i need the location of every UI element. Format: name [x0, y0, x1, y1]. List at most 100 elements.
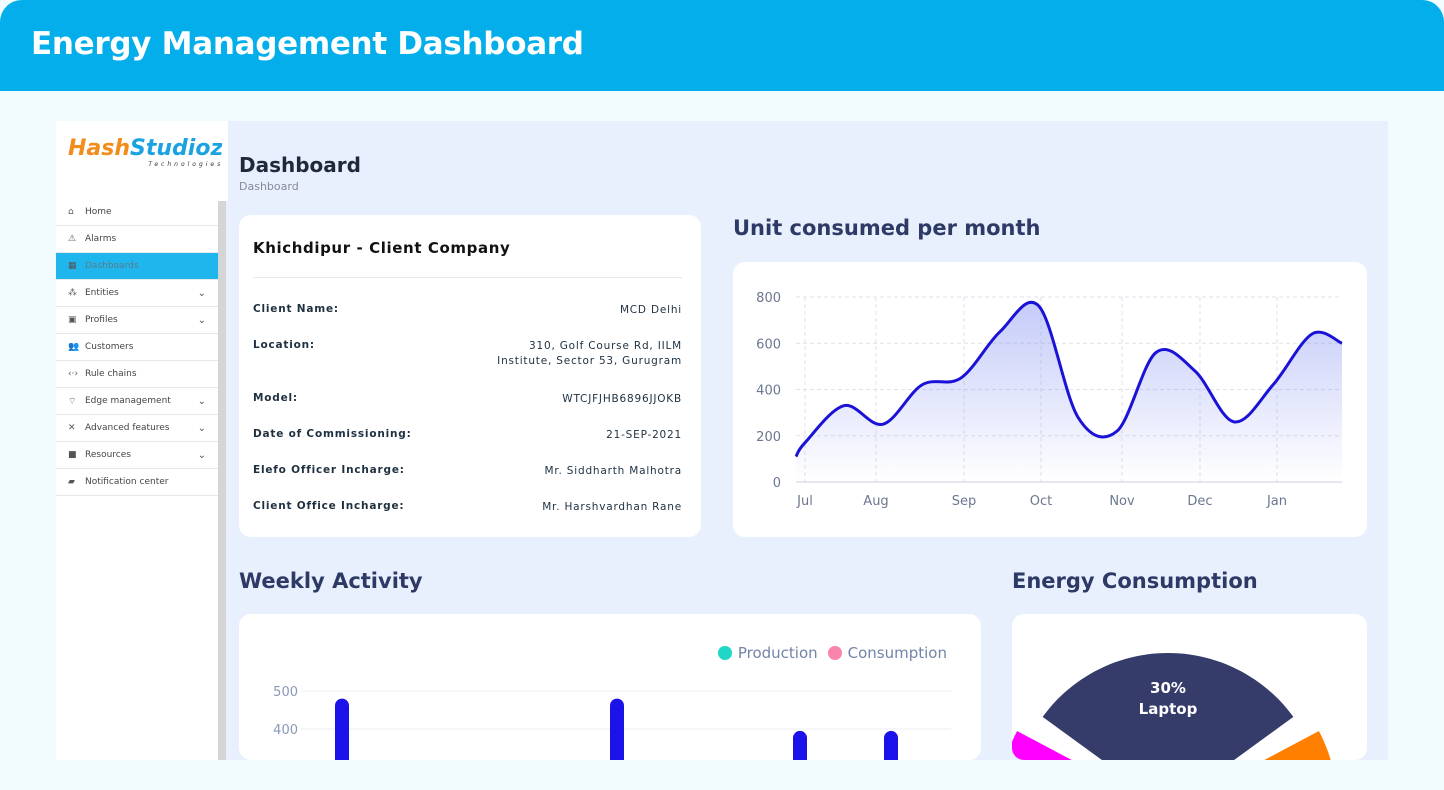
- sidebar-item-label: Rule chains: [85, 369, 137, 379]
- legend-production[interactable]: Production: [717, 644, 818, 662]
- sidebar-item-label: Profiles: [85, 315, 118, 325]
- x-tick-label: Jan: [1266, 494, 1287, 509]
- info-value: 21-SEP-2021: [606, 429, 682, 441]
- pie-slice-laptop: [1042, 653, 1294, 760]
- chevron-down-icon[interactable]: ⌄: [197, 449, 206, 461]
- divider: [253, 277, 682, 278]
- tools-icon: ✕: [68, 423, 76, 433]
- info-row: Location: 310, Golf Course Rd, IILM Insti…: [253, 339, 687, 369]
- pie-slice: [1012, 731, 1072, 760]
- sidebar: HashStudioz Technologies ⌂ Home ⚠ Alarms ▦ Das…: [56, 121, 224, 760]
- chevron-down-icon[interactable]: ⌄: [197, 422, 206, 434]
- weekly-bar: [793, 730, 807, 760]
- sidebar-item-customers[interactable]: 👥 Customers: [56, 334, 218, 361]
- info-label: Model:: [253, 392, 298, 404]
- entities-icon: ⁂: [68, 288, 77, 298]
- folder-icon: ■: [68, 450, 77, 460]
- sidebar-item-edge-management[interactable]: ⌔ Edge management ⌄: [56, 388, 218, 415]
- customers-icon: 👥: [68, 342, 80, 352]
- sidebar-item-advanced-features[interactable]: ✕ Advanced features ⌄: [56, 415, 218, 442]
- logo: HashStudioz Technologies: [68, 136, 224, 169]
- info-value: WTCJFJHB6896JJOKB: [562, 393, 682, 405]
- y-tick-label: 400: [273, 723, 298, 738]
- home-icon: ⌂: [68, 207, 74, 217]
- area-fill: [796, 302, 1342, 482]
- breadcrumb: Dashboard: [239, 180, 299, 193]
- sidebar-item-alarms[interactable]: ⚠ Alarms: [56, 226, 218, 253]
- units-line-chart: 0 200 400 600 800 Jul Aug Sep Oct Nov Dec Jan: [756, 291, 1343, 509]
- info-row: Client Name: MCD Delhi: [253, 303, 687, 318]
- x-tick-label: Dec: [1187, 494, 1212, 509]
- chevron-down-icon[interactable]: ⌄: [197, 395, 206, 407]
- sidebar-item-profiles[interactable]: ▣ Profiles ⌄: [56, 307, 218, 334]
- sidebar-item-notification-center[interactable]: ▰ Notification center: [56, 469, 218, 496]
- weekly-chart-card: Production Consumption 400 500: [239, 614, 981, 760]
- notification-icon: ▰: [68, 477, 75, 487]
- profiles-icon: ▣: [68, 315, 77, 325]
- info-label: Date of Commissioning:: [253, 428, 412, 440]
- slice-name-label: Laptop: [1139, 700, 1198, 718]
- info-value: Mr. Harshvardhan Rane: [542, 501, 682, 513]
- sidebar-item-label: Resources: [85, 450, 131, 460]
- app-title: Energy Management Dashboard: [31, 26, 584, 62]
- weekly-bar: [610, 698, 624, 760]
- sidebar-item-rule-chains[interactable]: ‹·› Rule chains: [56, 361, 218, 388]
- sidebar-item-entities[interactable]: ⁂ Entities ⌄: [56, 280, 218, 307]
- chevron-down-icon[interactable]: ⌄: [197, 287, 206, 299]
- sidebar-item-label: Entities: [85, 288, 119, 298]
- info-label: Client Office Incharge:: [253, 500, 405, 512]
- x-tick-label: Oct: [1030, 494, 1052, 509]
- info-value: 310, Golf Course Rd, IILM Institute, Sec…: [497, 340, 682, 367]
- y-tick-label: 0: [773, 476, 781, 491]
- info-label: Location:: [253, 339, 315, 351]
- weekly-bar-chart: 400 500: [273, 685, 951, 760]
- weekly-bar: [884, 730, 898, 760]
- sidebar-item-label: Customers: [85, 342, 134, 352]
- info-label: Client Name:: [253, 303, 339, 315]
- y-tick-label: 800: [756, 291, 781, 306]
- y-tick-label: 200: [756, 430, 781, 445]
- y-tick-label: 500: [273, 685, 298, 700]
- energy-pie-card: 30% Laptop: [1012, 614, 1367, 760]
- info-row: Elefo Officer Incharge: Mr. Siddharth Mal…: [253, 464, 687, 479]
- info-label: Elefo Officer Incharge:: [253, 464, 405, 476]
- units-title: Unit consumed per month: [733, 216, 1041, 240]
- header-banner: Energy Management Dashboard: [0, 0, 1444, 91]
- x-tick-label: Sep: [952, 494, 977, 509]
- sidebar-item-label: Edge management: [85, 396, 171, 406]
- sidebar-item-label: Alarms: [85, 234, 117, 244]
- x-tick-label: Nov: [1109, 494, 1135, 509]
- chevron-down-icon[interactable]: ⌄: [197, 314, 206, 326]
- dashboard-frame: HashStudioz Technologies ⌂ Home ⚠ Alarms ▦ Das…: [56, 121, 1388, 760]
- sidebar-item-dashboards[interactable]: ▦ Dashboards: [56, 253, 218, 280]
- code-icon: ‹·›: [68, 369, 79, 379]
- info-value: Mr. Siddharth Malhotra: [544, 465, 682, 477]
- sidebar-item-label: Dashboards: [85, 261, 139, 271]
- x-tick-label: Aug: [863, 494, 888, 509]
- y-tick-label: 600: [756, 337, 781, 352]
- client-info-card: Khichdipur - Client Company Client Name:…: [239, 215, 701, 537]
- sidebar-scrollbar[interactable]: [218, 201, 226, 760]
- info-row: Date of Commissioning: 21-SEP-2021: [253, 428, 687, 443]
- sidebar-item-label: Home: [85, 207, 112, 217]
- warning-icon: ⚠: [68, 234, 77, 244]
- energy-pie-chart: 30% Laptop: [1012, 653, 1331, 760]
- units-chart-card: 0 200 400 600 800 Jul Aug Sep Oct Nov Dec Jan: [733, 262, 1367, 537]
- info-row: Model: WTCJFJHB6896JJOKB: [253, 392, 687, 407]
- legend-consumption[interactable]: Consumption: [827, 644, 947, 662]
- sidebar-item-home[interactable]: ⌂ Home: [56, 199, 218, 226]
- slice-percent-label: 30%: [1150, 679, 1186, 697]
- y-tick-label: 400: [756, 384, 781, 399]
- sidebar-item-label: Notification center: [85, 477, 169, 487]
- weekly-legend: Production Consumption: [717, 644, 947, 662]
- energy-title: Energy Consumption: [1012, 569, 1258, 593]
- weekly-title: Weekly Activity: [239, 569, 423, 593]
- client-title: Khichdipur - Client Company: [253, 239, 511, 257]
- antenna-icon: ⌔: [68, 396, 77, 407]
- units-series-line: [794, 300, 1343, 458]
- x-tick-label: Jul: [796, 494, 813, 509]
- info-value: MCD Delhi: [619, 304, 682, 316]
- info-row: Client Office Incharge: Mr. Harshvardhan …: [253, 500, 687, 515]
- sidebar-item-resources[interactable]: ■ Resources ⌄: [56, 442, 218, 469]
- page-title: Dashboard: [239, 153, 361, 177]
